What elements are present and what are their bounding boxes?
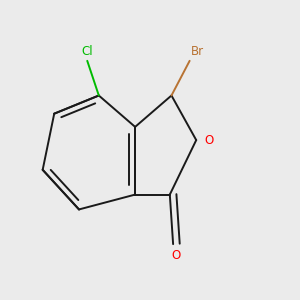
Text: O: O bbox=[205, 134, 214, 147]
Text: O: O bbox=[172, 249, 181, 262]
Text: Cl: Cl bbox=[81, 44, 93, 58]
Text: Br: Br bbox=[191, 44, 204, 58]
